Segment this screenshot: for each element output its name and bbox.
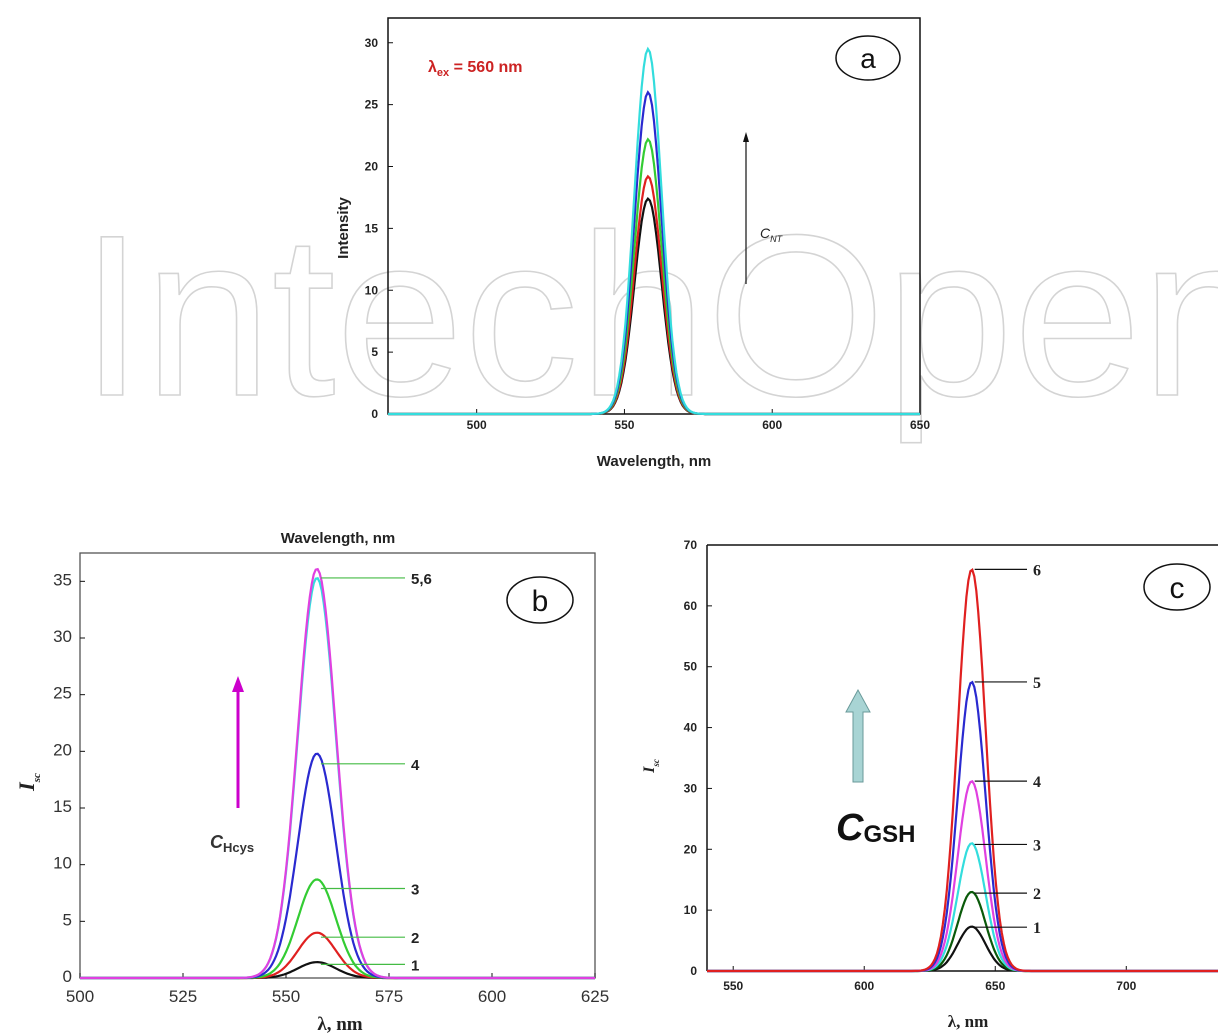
svg-text:Isc: Isc xyxy=(14,773,43,792)
chart-b-leader-label: 4 xyxy=(411,757,420,774)
chart-c-xtick-label: 700 xyxy=(1116,979,1136,993)
chart-c-ylabel: Isc xyxy=(641,759,661,774)
chart-c-series-6 xyxy=(707,568,1218,973)
chart-c-leader-label: 5 xyxy=(1033,675,1041,692)
chart-a-excitation-annotation: λex = 560 nm xyxy=(428,59,523,79)
chart-b-panel-label: b xyxy=(532,585,549,618)
chart-b-ytick-label: 35 xyxy=(53,570,72,589)
chart-a-ytick-label: 5 xyxy=(371,345,378,359)
chart-a-ytick-label: 15 xyxy=(365,221,379,235)
chart-a-xtick-label: 550 xyxy=(614,418,634,432)
chart-b-ytick-label: 15 xyxy=(53,797,72,816)
chart-c-series-4 xyxy=(707,779,1218,973)
chart-b-xlabel: λ, nm xyxy=(317,1014,362,1035)
chart-a-panel-badge xyxy=(835,35,901,81)
chart-b-series-2 xyxy=(80,931,595,980)
chart-a-ytick-label: 10 xyxy=(365,283,379,297)
chart-b-ytick-label: 20 xyxy=(53,740,72,759)
chart-a-frame xyxy=(387,17,921,415)
chart-c-arrow xyxy=(845,688,871,783)
chart-b-ytick-label: 5 xyxy=(63,910,72,929)
chart-b-top-label: Wavelength, nm xyxy=(281,530,395,547)
chart-c-panel-label: c xyxy=(1170,572,1185,605)
chart-a-xtick-label: 600 xyxy=(762,418,782,432)
chart-b-xtick-label: 550 xyxy=(272,987,300,1006)
chart-c-ytick-label: 70 xyxy=(684,538,698,552)
chart-b-series-4 xyxy=(80,752,595,980)
chart-a-ylabel: Intensity xyxy=(335,197,352,259)
chart-c-ytick-label: 10 xyxy=(684,903,698,917)
chart-b-xtick-label: 500 xyxy=(66,987,94,1006)
chart-b-panel-badge xyxy=(506,576,574,624)
chart-c-ytick-label: 0 xyxy=(690,964,697,978)
chart-b-arrow-head xyxy=(232,676,244,692)
chart-c-leader-label: 4 xyxy=(1033,774,1041,791)
chart-a-arrow-label: CNT xyxy=(760,225,784,244)
chart-a-xlabel: Wavelength, nm xyxy=(597,453,711,470)
chart-b-xtick-label: 575 xyxy=(375,987,403,1006)
chart-a-xtick-label: 650 xyxy=(910,418,930,432)
chart-b-xtick-label: 525 xyxy=(169,987,197,1006)
chart-c-ytick-label: 30 xyxy=(684,781,698,795)
chart-b-leader-label: 5,6 xyxy=(411,571,432,588)
chart-c-xlabel: λ, nm xyxy=(948,1012,988,1031)
chart-b: 500 525 550 575 600 625 0 5 10 15 20 25 30 35 5,6 4 3 2 1… xyxy=(14,530,609,1035)
chart-b-leader-label: 3 xyxy=(411,881,419,898)
chart-c-ytick-label: 50 xyxy=(684,660,698,674)
chart-c-series-1 xyxy=(707,925,1218,973)
chart-a-panel-label: a xyxy=(860,43,876,74)
chart-b-ytick-label: 25 xyxy=(53,684,72,703)
chart-b-series-5 xyxy=(80,577,595,980)
svg-text:Isc: Isc xyxy=(641,759,661,774)
chart-c-ytick-label: 20 xyxy=(684,842,698,856)
chart-c-ytick-label: 40 xyxy=(684,721,698,735)
chart-c-series-2 xyxy=(707,890,1218,973)
chart-a-ytick-label: 25 xyxy=(365,98,379,112)
chart-a-arrow-head xyxy=(743,132,749,142)
chart-b-frame xyxy=(79,552,596,979)
chart-b-leader-label: 2 xyxy=(411,930,419,947)
chart-c-arrow-label: CGSH xyxy=(836,807,915,849)
watermark-text: IntechOpen xyxy=(80,187,1218,444)
chart-a-ytick-label: 20 xyxy=(365,160,379,174)
chart-b-ytick-label: 10 xyxy=(53,854,72,873)
chart-c-leader-label: 6 xyxy=(1033,562,1041,579)
chart-a-ytick-label: 0 xyxy=(371,407,378,421)
chart-c-ytick-label: 60 xyxy=(684,599,698,613)
chart-c-leader-label: 2 xyxy=(1033,886,1041,903)
chart-a-ytick-label: 30 xyxy=(365,36,379,50)
chart-c-panel-badge xyxy=(1143,563,1211,611)
chart-c-xtick-label: 650 xyxy=(985,979,1005,993)
chart-b-series-6 xyxy=(80,567,595,980)
chart-c-leader-label: 1 xyxy=(1033,920,1041,937)
chart-b-series-3 xyxy=(80,878,595,980)
chart-b-leader-label: 1 xyxy=(411,957,419,974)
chart-b-xtick-label: 625 xyxy=(581,987,609,1006)
chart-a-xtick-label: 500 xyxy=(467,418,487,432)
chart-b-ytick-label: 0 xyxy=(63,967,72,986)
chart-c-xtick-label: 550 xyxy=(723,979,743,993)
chart-c-xtick-label: 600 xyxy=(854,979,874,993)
chart-a-series-5 xyxy=(388,46,920,416)
chart-b-ytick-label: 30 xyxy=(53,627,72,646)
chart-b-ylabel: Isc xyxy=(14,773,43,792)
chart-b-xtick-label: 600 xyxy=(478,987,506,1006)
chart-b-arrow-label: CHcys xyxy=(210,832,254,855)
chart-c-leader-label: 3 xyxy=(1033,837,1041,854)
chart-c: 550 600 650 700 0 10 20 30 40 50 60 70 6 5 4 3 2 1 λ, nm… xyxy=(641,538,1218,1031)
